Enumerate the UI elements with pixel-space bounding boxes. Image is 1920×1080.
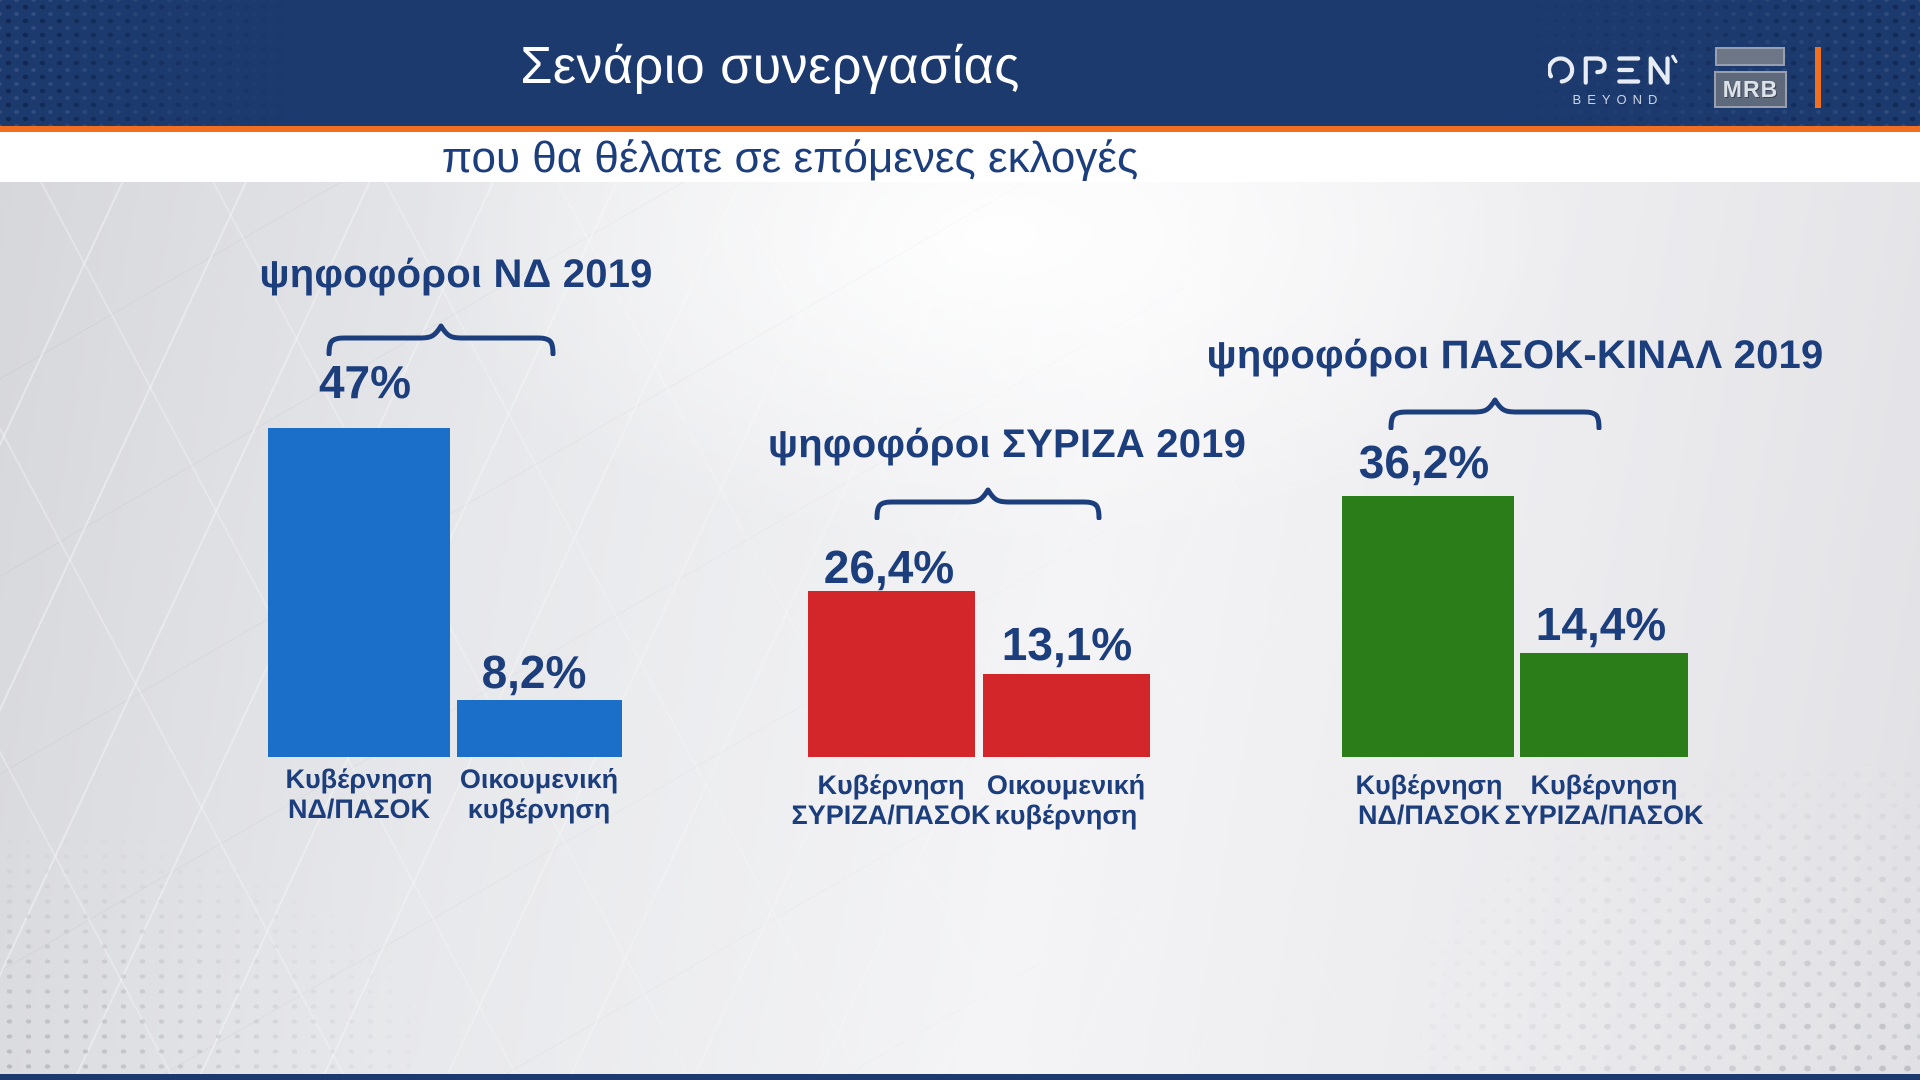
chart-area — [0, 182, 1920, 1074]
bar-syriza-voters-ecumenical — [983, 674, 1150, 757]
bar-nd-voters-nd-pasok — [268, 428, 450, 757]
bar-syriza-voters-syriza-pasok — [808, 591, 975, 757]
brace-icon — [1388, 397, 1602, 430]
mrb-logo-text: MRB — [1722, 76, 1779, 102]
orange-accent-bar — [1815, 47, 1821, 108]
group-title-pasok-kinal-2019: ψηφοφόροι ΠΑΣΟΚ-ΚΙΝΑΛ 2019 — [1206, 333, 1824, 377]
category-label: Οικουμενική κυβέρνηση — [459, 764, 619, 824]
category-label: Κυβέρνηση ΝΔ/ΠΑΣΟΚ — [1355, 770, 1503, 830]
open-logo-beyond-text: BEYOND — [1572, 92, 1664, 107]
page-subtitle: που θα θέλατε σε επόμενες εκλογές — [441, 133, 1139, 182]
brace-icon — [874, 487, 1102, 520]
category-label: Κυβέρνηση ΝΔ/ΠΑΣΟΚ — [285, 764, 433, 824]
value-label-ecumenical: 13,1% — [1001, 618, 1133, 670]
orange-divider — [0, 126, 1920, 132]
dot-pattern-bottom-left — [0, 834, 420, 1074]
mrb-logo-top-bar — [1715, 47, 1785, 66]
group-title-nd-2019: ψηφοφόροι ΝΔ 2019 — [259, 252, 653, 296]
value-label-nd-pasok: 36,2% — [1358, 436, 1490, 488]
value-label-syriza-pasok: 26,4% — [823, 541, 955, 593]
group-title-syriza-2019: ψηφοφόροι ΣΥΡΙΖΑ 2019 — [767, 422, 1247, 466]
bar-pasok-voters-syriza-pasok — [1520, 653, 1688, 757]
page-title: Σενάριο συνεργασίας — [520, 37, 1020, 95]
open-logo-glyphs — [1548, 54, 1678, 85]
header-band: Σενάριο συνεργασίας BEYOND MRB — [0, 0, 1920, 126]
value-label-ecumenical: 8,2% — [481, 646, 587, 698]
dot-pattern-bottom-right — [1420, 764, 1920, 1074]
open-beyond-logo: BEYOND — [1548, 52, 1678, 108]
value-label-syriza-pasok: 14,4% — [1535, 598, 1667, 650]
category-label: Κυβέρνηση ΣΥΡΙΖΑ/ΠΑΣΟΚ — [791, 770, 991, 830]
category-label: Κυβέρνηση ΣΥΡΙΖΑ/ΠΑΣΟΚ — [1504, 770, 1704, 830]
header-dot-pattern — [0, 0, 1920, 126]
subtitle-band: που θα θέλατε σε επόμενες εκλογές — [0, 132, 1920, 182]
category-label: Οικουμενική κυβέρνηση — [986, 770, 1146, 830]
value-label-nd-pasok: 47% — [318, 356, 412, 408]
brace-icon — [326, 323, 556, 356]
bar-nd-voters-ecumenical — [457, 700, 622, 757]
bottom-strip — [0, 1074, 1920, 1080]
mrb-logo: MRB — [1714, 71, 1787, 108]
bar-pasok-voters-nd-pasok — [1342, 496, 1514, 757]
